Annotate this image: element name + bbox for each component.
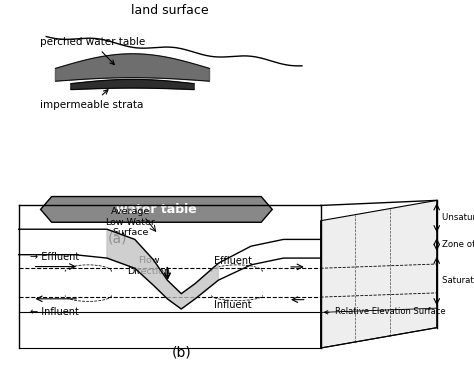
Polygon shape	[55, 54, 210, 81]
Text: Effluent: Effluent	[214, 255, 252, 266]
Polygon shape	[41, 197, 272, 222]
Text: perched water table: perched water table	[40, 37, 146, 65]
Text: impermeable strata: impermeable strata	[40, 90, 144, 110]
Text: (a): (a)	[107, 232, 127, 246]
Polygon shape	[320, 200, 437, 348]
Text: Unsaturated Zone: Unsaturated Zone	[442, 213, 474, 222]
Text: Relative Elevation Surface: Relative Elevation Surface	[325, 307, 445, 316]
Text: Zone of fluctuation: Zone of fluctuation	[442, 240, 474, 249]
Text: Saturated Zone: Saturated Zone	[442, 276, 474, 286]
Text: land surface: land surface	[131, 4, 208, 17]
Text: Flow
Direction: Flow Direction	[128, 256, 170, 276]
Text: Influent: Influent	[214, 300, 251, 310]
Text: water table: water table	[116, 203, 197, 216]
Polygon shape	[71, 79, 194, 90]
Polygon shape	[107, 229, 219, 309]
Text: ← Influent: ← Influent	[30, 307, 79, 317]
Text: → Effluent: → Effluent	[30, 252, 80, 262]
Text: Average
Low-Water
Surface: Average Low-Water Surface	[105, 207, 155, 237]
Text: (b): (b)	[172, 346, 191, 360]
